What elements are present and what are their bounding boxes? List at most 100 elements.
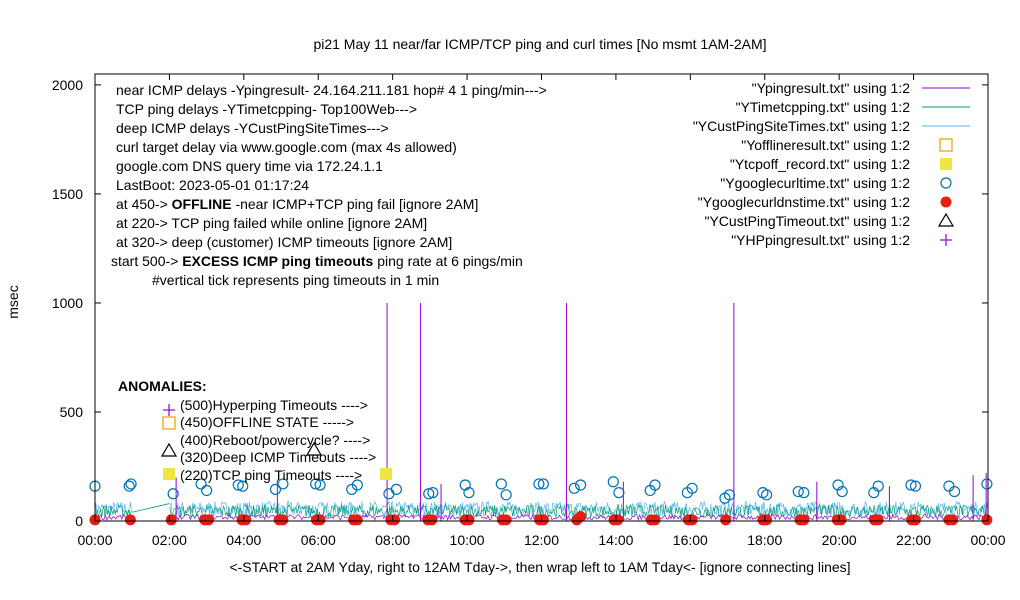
legend-entry-label: "YCustPingSiteTimes.txt" using 1:2 (693, 118, 910, 134)
legend-entry-swatch (940, 196, 952, 208)
anomaly-marker (160, 442, 178, 457)
legend-entry-label: "YTimetcpping.txt" using 1:2 (736, 99, 911, 115)
status-line-deep-timeouts: at 320-> deep (customer) ICMP timeouts [… (116, 234, 452, 250)
dns-time-point (202, 514, 214, 526)
curl-time-point (269, 483, 282, 495)
curl-time-point (872, 480, 884, 492)
legend-entry-label: "YCustPingTimeout.txt" using 1:2 (704, 213, 910, 229)
curl-time-point (836, 485, 848, 498)
anomaly-marker-extra (305, 441, 323, 456)
x-tick-label: 00:00 (970, 532, 1005, 548)
dns-time-point (314, 514, 326, 526)
anomaly-hyperping: (500)Hyperping Timeouts ----> (180, 397, 368, 413)
dns-time-point (686, 514, 698, 526)
anomaly-offline: (450)OFFLINE STATE -----> (180, 414, 354, 430)
deep-icmp-series-line (94, 500, 989, 518)
curl-time-point (613, 487, 625, 499)
dns-time-point (947, 514, 959, 526)
x-tick-label: 18:00 (747, 532, 782, 548)
curl-time-point (905, 479, 917, 491)
status-offline-bold: OFFLINE (172, 196, 232, 212)
chart-title: pi21 May 11 near/far ICMP/TCP ping and c… (313, 36, 766, 52)
dns-time-point (277, 514, 289, 526)
legend-entry-label: "Ygooglecurldnstime.txt" using 1:2 (698, 194, 910, 210)
curl-time-point (423, 488, 435, 500)
curl-time-point (390, 483, 402, 495)
gap-connecting-line (132, 503, 170, 513)
dns-time-point (798, 514, 810, 526)
status-line-tcp-failed: at 220-> TCP ping failed while online [i… (116, 215, 427, 231)
status-excess-bold: EXCESS ICMP ping timeouts (182, 253, 373, 269)
x-tick-label: 10:00 (450, 532, 485, 548)
info-line-lastboot: LastBoot: 2023-05-01 01:17:24 (116, 177, 309, 193)
x-tick-label: 00:00 (77, 532, 112, 548)
legend-entry-label: "Ypingresult.txt" using 1:2 (752, 80, 911, 96)
info-line-tcp-ping: TCP ping delays -YTimetcpping- Top100Web… (116, 101, 417, 117)
curl-time-point (574, 479, 587, 491)
legend-entry-label: "YHPpingresult.txt" using 1:2 (731, 232, 910, 248)
curl-time-point (351, 479, 363, 491)
curl-time-point (607, 476, 619, 488)
legend-entry-label: "Ytcpoff_record.txt" using 1:2 (730, 156, 910, 172)
x-tick-label: 22:00 (896, 532, 931, 548)
tick-note: #vertical tick represents ping timeouts … (152, 272, 439, 288)
anomaly-marker (162, 416, 176, 430)
dns-time-point (981, 514, 993, 526)
curl-time-point (463, 487, 475, 499)
dns-time-point (463, 514, 475, 526)
x-tick-label: 12:00 (524, 532, 559, 548)
curl-time-point (832, 479, 844, 491)
curl-time-point (427, 487, 439, 499)
curl-time-point (948, 485, 961, 498)
legend: "Ypingresult.txt" using 1:2 "YTimetcpping… (693, 80, 970, 248)
curl-time-point (195, 478, 207, 490)
dns-time-point (240, 514, 252, 526)
x-tick-label: 20:00 (822, 532, 857, 548)
anomaly-reboot: (400)Reboot/powercycle? ----> (180, 432, 370, 448)
x-tick-label: 02:00 (152, 532, 187, 548)
status-offline-rest: -near ICMP+TCP ping fail [ignore 2AM] (235, 196, 478, 212)
dns-time-point (389, 514, 401, 526)
curl-time-point (761, 489, 773, 501)
anomalies-title: ANOMALIES: (118, 378, 207, 394)
curl-time-point (123, 480, 135, 492)
x-axis-ticks: 00:00 02:00 04:00 06:00 08:00 10:00 12:00 14:00… (77, 74, 1006, 548)
curl-time-point (537, 478, 549, 490)
curl-time-point (310, 478, 322, 490)
curl-time-point (981, 478, 993, 490)
dns-time-point (909, 514, 921, 526)
status-excess-prefix: start 500-> (111, 253, 178, 269)
curl-time-point (500, 489, 512, 501)
y-tick-label: 1000 (52, 295, 83, 311)
info-line-near-icmp: near ICMP delays -Ypingresult- 24.164.21… (116, 82, 547, 98)
curl-time-point (798, 487, 810, 499)
x-tick-label: 06:00 (301, 532, 336, 548)
y-axis-ticks: 0 500 1000 1500 2000 (52, 77, 988, 529)
legend-entry-label: "Ygooglecurltime.txt" using 1:2 (720, 175, 910, 191)
y-tick-label: 0 (75, 513, 83, 529)
dns-time-point (351, 514, 363, 526)
dns-time-point (835, 514, 847, 526)
curl-time-point (314, 479, 326, 491)
status-line-excess: start 500-> EXCESS ICMP ping timeouts pi… (111, 253, 523, 269)
legend-entry-swatch (940, 177, 952, 189)
status-offline-prefix: at 450-> (116, 196, 168, 212)
curl-time-point (237, 480, 249, 492)
dns-time-point (612, 514, 624, 526)
status-line-offline: at 450-> OFFLINE -near ICMP+TCP ping fai… (116, 196, 478, 212)
anomalies-block: ANOMALIES: (500)Hyperping Timeouts ---->… (118, 378, 392, 483)
x-tick-label: 08:00 (375, 532, 410, 548)
curl-time-point (232, 479, 244, 491)
y-tick-label: 500 (60, 404, 84, 420)
x-tick-label: 04:00 (226, 532, 261, 548)
curl-time-point (495, 478, 507, 490)
curl-time-point (723, 489, 736, 501)
dns-time-point (720, 514, 732, 526)
status-excess-rest: ping rate at 6 pings/min (377, 253, 523, 269)
legend-entry-label: "Yofflineresult.txt" using 1:2 (741, 137, 910, 153)
curl-time-point (201, 484, 213, 497)
dns-time-point (575, 511, 587, 523)
curl-time-point (568, 482, 580, 494)
dns-time-point (537, 514, 549, 526)
